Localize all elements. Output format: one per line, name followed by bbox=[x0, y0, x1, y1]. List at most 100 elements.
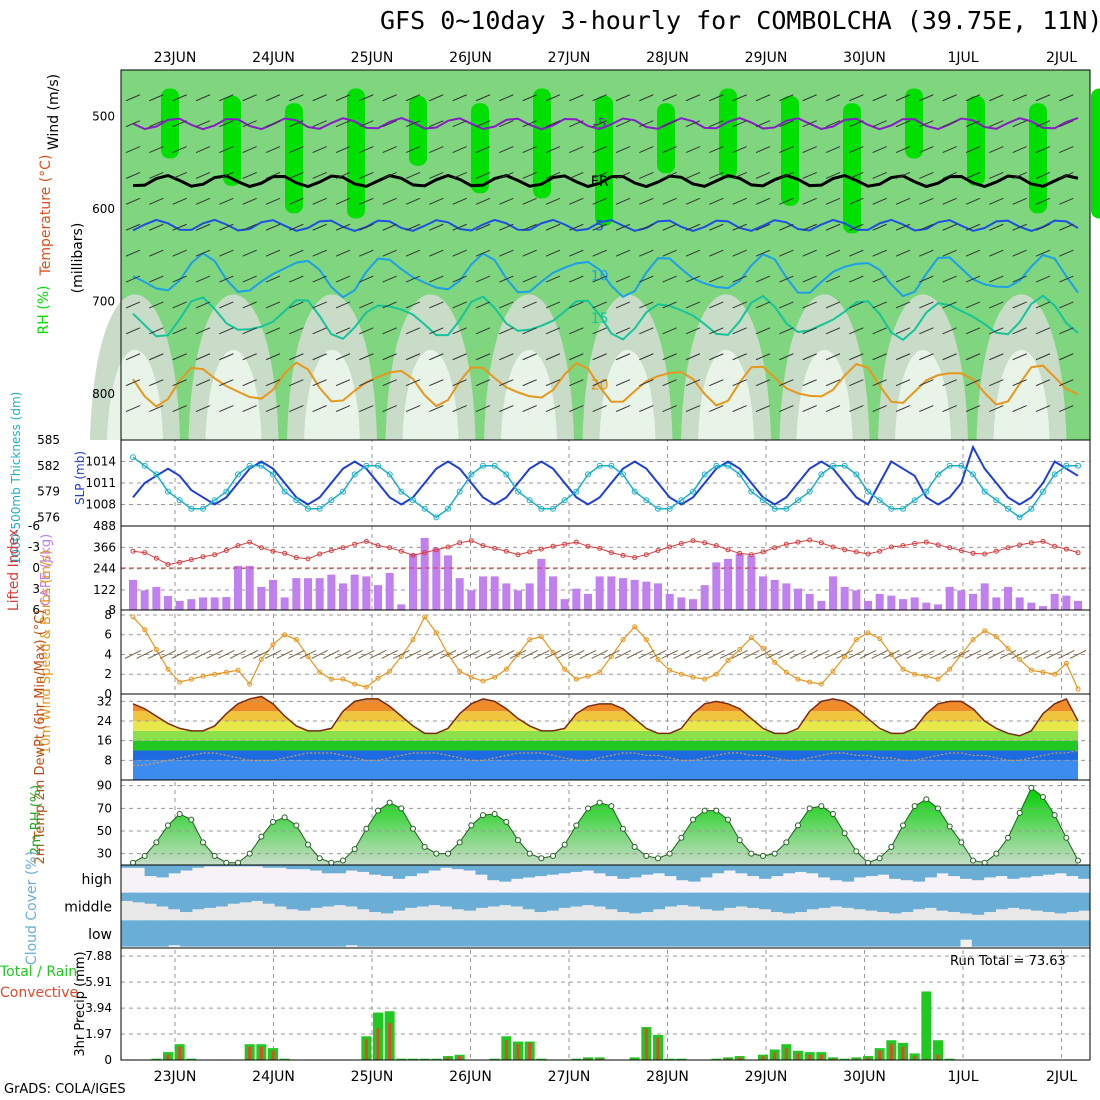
wind-barb bbox=[1035, 353, 1051, 361]
wind-barb bbox=[592, 327, 607, 335]
wind-barb bbox=[452, 94, 467, 102]
wind-barb bbox=[359, 120, 374, 128]
wind-barb bbox=[662, 353, 677, 361]
cape-bar bbox=[490, 576, 499, 610]
rh-point bbox=[655, 855, 661, 862]
precip-total-bar bbox=[629, 1057, 640, 1060]
lifted-index-point bbox=[667, 544, 673, 550]
rh-moist-patch bbox=[223, 95, 241, 186]
wind-barb bbox=[125, 197, 141, 205]
wind-barb bbox=[802, 327, 817, 335]
thickness-point bbox=[270, 471, 276, 478]
wind-barb bbox=[289, 146, 304, 154]
cloud-bar-low bbox=[380, 920, 394, 947]
wind-barb bbox=[1012, 405, 1027, 413]
precip-convective-bar bbox=[796, 1053, 800, 1060]
precip-total-bar bbox=[408, 1058, 418, 1060]
wind-barb bbox=[335, 379, 351, 387]
wind-barb bbox=[802, 94, 817, 102]
precip-convective-bar bbox=[446, 1057, 450, 1060]
wind-speed-point bbox=[655, 656, 661, 662]
cape-bar bbox=[385, 572, 394, 610]
wind-speed-point bbox=[958, 651, 964, 657]
rh-point bbox=[900, 822, 906, 829]
rh-very-dry-lobe bbox=[895, 349, 951, 440]
wind-barb bbox=[662, 249, 677, 257]
lifted-index-point bbox=[527, 549, 533, 555]
wind-barb bbox=[125, 275, 141, 283]
wind-speed-point bbox=[422, 614, 428, 620]
wind-barb bbox=[965, 301, 981, 309]
wind-barb bbox=[965, 94, 981, 102]
wind-barb bbox=[335, 275, 351, 283]
wind-speed-point bbox=[468, 674, 474, 680]
cloud-bar-high bbox=[676, 865, 689, 881]
wind-barb bbox=[989, 327, 1004, 335]
precip-convective-bar bbox=[388, 1023, 392, 1060]
wind-barb bbox=[802, 197, 817, 205]
wind-speed-point bbox=[585, 673, 591, 679]
lifted-index-point bbox=[398, 548, 404, 554]
cloud-bar-high bbox=[392, 865, 406, 879]
cloud-bar-high bbox=[310, 865, 323, 871]
wind-barb bbox=[849, 197, 864, 205]
cloud-bar-low bbox=[546, 920, 559, 947]
wind-barb bbox=[709, 197, 724, 205]
cloud-bar-high bbox=[1030, 865, 1044, 877]
lifted-index-point bbox=[538, 546, 544, 552]
wind-barb bbox=[242, 327, 257, 335]
wind-barb bbox=[849, 94, 864, 102]
lifted-index-point bbox=[1017, 542, 1023, 548]
wind-speed-point bbox=[853, 637, 859, 643]
precip-convective-bar bbox=[784, 1048, 788, 1060]
thickness-point bbox=[223, 488, 230, 495]
thickness-point bbox=[585, 471, 591, 478]
thickness-point bbox=[410, 497, 416, 504]
wind-barb-10m bbox=[206, 650, 223, 659]
wind-barb bbox=[1035, 275, 1051, 283]
wind-barb bbox=[895, 353, 911, 361]
wind-speed-point bbox=[515, 651, 521, 657]
cloud-bar-middle bbox=[298, 892, 311, 911]
precip-convective-bar bbox=[878, 1050, 882, 1060]
lifted-index-point bbox=[923, 539, 929, 545]
cloud-bar-low bbox=[1078, 920, 1091, 947]
wind-barb-10m bbox=[381, 650, 398, 659]
wind-barb bbox=[289, 94, 304, 102]
wind-barb bbox=[732, 197, 747, 205]
pressure-tick-label: 700 bbox=[92, 294, 115, 308]
lifted-index-point bbox=[387, 545, 393, 551]
thickness-point bbox=[246, 462, 253, 469]
precip-total-bar bbox=[711, 1058, 722, 1060]
wind-speed-point bbox=[573, 676, 579, 682]
lifted-index-point bbox=[702, 540, 708, 546]
wind-barb bbox=[895, 249, 911, 257]
date-tick-label-bottom: 1JUL bbox=[947, 1069, 978, 1085]
wind-barb bbox=[1059, 275, 1074, 283]
wind-barb bbox=[989, 353, 1004, 361]
wind-barb bbox=[1059, 223, 1074, 231]
cape-bar bbox=[245, 565, 254, 610]
wind-barb bbox=[1035, 379, 1051, 387]
rh-point bbox=[305, 841, 311, 848]
cloud-bar-middle bbox=[428, 892, 441, 906]
precip-frame bbox=[120, 947, 1091, 1061]
wind-barb bbox=[639, 379, 654, 387]
cloud-bar-high bbox=[688, 865, 701, 882]
wind-barb bbox=[172, 301, 187, 309]
wind-barb-10m bbox=[556, 650, 573, 659]
cloud-bar-high bbox=[1066, 865, 1079, 877]
wind-barb-10m bbox=[1023, 650, 1040, 659]
cloud-bar-high bbox=[286, 865, 299, 870]
thickness-point bbox=[573, 488, 580, 495]
cloud-bar-high bbox=[333, 865, 347, 874]
wind-barb bbox=[825, 146, 841, 154]
precip-total-bar bbox=[151, 1058, 162, 1060]
cape-bar bbox=[689, 599, 697, 610]
thickness-point bbox=[316, 505, 323, 512]
rh-very-dry-lobe bbox=[304, 349, 360, 440]
cloud-bar-low bbox=[558, 920, 571, 947]
wind-barb-10m bbox=[789, 650, 807, 659]
ylabel-cloud: Cloud Cover (%) bbox=[24, 851, 40, 965]
thickness-point bbox=[351, 471, 358, 478]
